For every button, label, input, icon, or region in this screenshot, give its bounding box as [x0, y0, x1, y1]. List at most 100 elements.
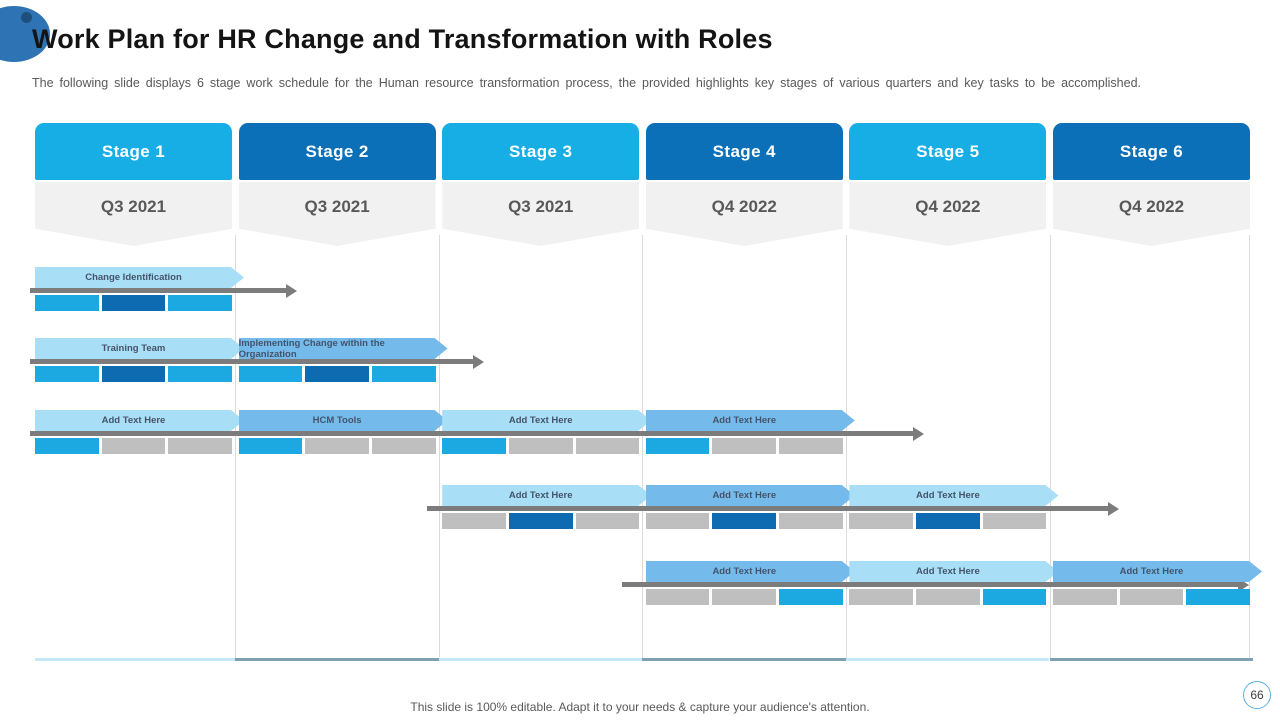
gantt-chart: Change Identification Training Team Implem…	[30, 235, 1251, 661]
bar-segment	[712, 438, 777, 454]
column-divider	[235, 235, 237, 661]
column-divider	[845, 235, 847, 661]
task-label-arrow: Training Team	[35, 338, 244, 359]
timeline-arrow	[30, 359, 474, 364]
gantt-bar	[238, 366, 436, 382]
timeline-arrow	[30, 288, 287, 293]
gantt-bar	[238, 438, 436, 454]
bar-segment	[645, 589, 710, 605]
bar-segment	[712, 513, 777, 529]
stage-column-3: Stage 3 Q3 2021	[442, 123, 640, 246]
bar-segment	[779, 513, 843, 529]
bar-segment	[916, 513, 980, 529]
bar-segment	[35, 438, 99, 454]
bar-segment	[849, 513, 914, 529]
column-divider	[438, 235, 440, 661]
bar-segment	[35, 295, 99, 311]
timeline-arrowhead-icon	[1238, 577, 1250, 592]
timeline-arrowhead-icon	[912, 426, 924, 441]
stage-label: Stage 4	[645, 123, 843, 180]
bar-segment	[238, 366, 303, 382]
stage-label: Stage 2	[238, 123, 436, 180]
bar-segment	[575, 438, 640, 454]
column-baseline	[845, 658, 1050, 661]
task-label-arrow: Add Text Here	[646, 485, 855, 506]
timeline-arrow	[427, 506, 1110, 511]
bar-segment	[1053, 589, 1117, 605]
gantt-bar	[645, 589, 843, 605]
bar-segment	[575, 513, 640, 529]
stage-label: Stage 3	[442, 123, 640, 180]
stage-label: Stage 5	[849, 123, 1047, 180]
bar-segment	[645, 438, 710, 454]
slide-subtitle: The following slide displays 6 stage wor…	[32, 76, 1142, 90]
gantt-bar	[849, 513, 1047, 529]
gantt-bar	[442, 513, 640, 529]
bar-segment	[1119, 589, 1184, 605]
bar-segment	[168, 438, 233, 454]
bar-segment	[779, 438, 843, 454]
gantt-bar	[849, 589, 1047, 605]
bar-segment	[168, 295, 233, 311]
bar-segment	[1186, 589, 1251, 605]
bar-segment	[712, 589, 777, 605]
stage-column-6: Stage 6 Q4 2022	[1052, 123, 1250, 246]
task-label-arrow: Add Text Here	[442, 485, 651, 506]
stage-column-5: Stage 5 Q4 2022	[849, 123, 1047, 246]
task-label-arrow: Add Text Here	[442, 410, 651, 431]
column-divider	[1049, 235, 1051, 661]
column-baseline	[35, 658, 239, 661]
bar-segment	[442, 513, 506, 529]
task-label-arrow: Add Text Here	[646, 410, 855, 431]
timeline-arrowhead-icon	[472, 354, 484, 369]
timeline-arrow	[30, 431, 914, 436]
bar-segment	[101, 295, 166, 311]
bar-segment	[779, 589, 843, 605]
bar-segment	[371, 366, 436, 382]
column-baseline	[438, 658, 643, 661]
bar-segment	[508, 438, 573, 454]
gantt-bar	[35, 366, 233, 382]
task-label-arrow: Add Text Here	[1053, 561, 1262, 582]
slide-title: Work Plan for HR Change and Transformati…	[32, 24, 773, 54]
column-divider	[1249, 235, 1250, 661]
footer-note: This slide is 100% editable. Adapt it to…	[410, 700, 870, 714]
stage-column-1: Stage 1 Q3 2021	[35, 123, 232, 246]
bar-segment	[101, 366, 166, 382]
logo-dot-icon	[21, 12, 32, 23]
bar-segment	[238, 438, 303, 454]
bar-segment	[645, 513, 710, 529]
bar-segment	[305, 438, 369, 454]
gantt-bar	[442, 438, 640, 454]
gantt-bar	[35, 295, 233, 311]
column-baseline	[1049, 658, 1254, 661]
gantt-bar	[1053, 589, 1251, 605]
column-baseline	[642, 658, 846, 661]
bar-segment	[35, 366, 99, 382]
timeline-arrowhead-icon	[285, 283, 297, 298]
task-label-arrow: Add Text Here	[646, 561, 855, 582]
gantt-bar	[645, 513, 843, 529]
bar-segment	[442, 438, 506, 454]
bar-segment	[168, 366, 233, 382]
task-label-arrow: Change Identification	[35, 267, 244, 288]
stage-label: Stage 6	[1052, 123, 1250, 180]
bar-segment	[305, 366, 369, 382]
stage-column-4: Stage 4 Q4 2022	[645, 123, 843, 246]
column-divider	[642, 235, 644, 661]
bar-segment	[371, 438, 436, 454]
page-number-badge: 66	[1243, 681, 1271, 709]
stage-column-2: Stage 2 Q3 2021	[238, 123, 436, 246]
task-label-arrow: Add Text Here	[849, 561, 1058, 582]
bar-segment	[508, 513, 573, 529]
gantt-bar	[35, 438, 233, 454]
stage-header-row: Stage 1 Q3 2021 Stage 2 Q3 2021 Stage 3 Q3 20…	[35, 123, 1250, 246]
task-label-arrow: Implementing Change within the Organizat…	[239, 338, 448, 359]
bar-segment	[982, 513, 1047, 529]
task-label-arrow: HCM Tools	[239, 410, 448, 431]
column-baseline	[235, 658, 439, 661]
timeline-arrow	[622, 582, 1240, 587]
bar-segment	[101, 438, 166, 454]
task-label-arrow: Add Text Here	[849, 485, 1058, 506]
